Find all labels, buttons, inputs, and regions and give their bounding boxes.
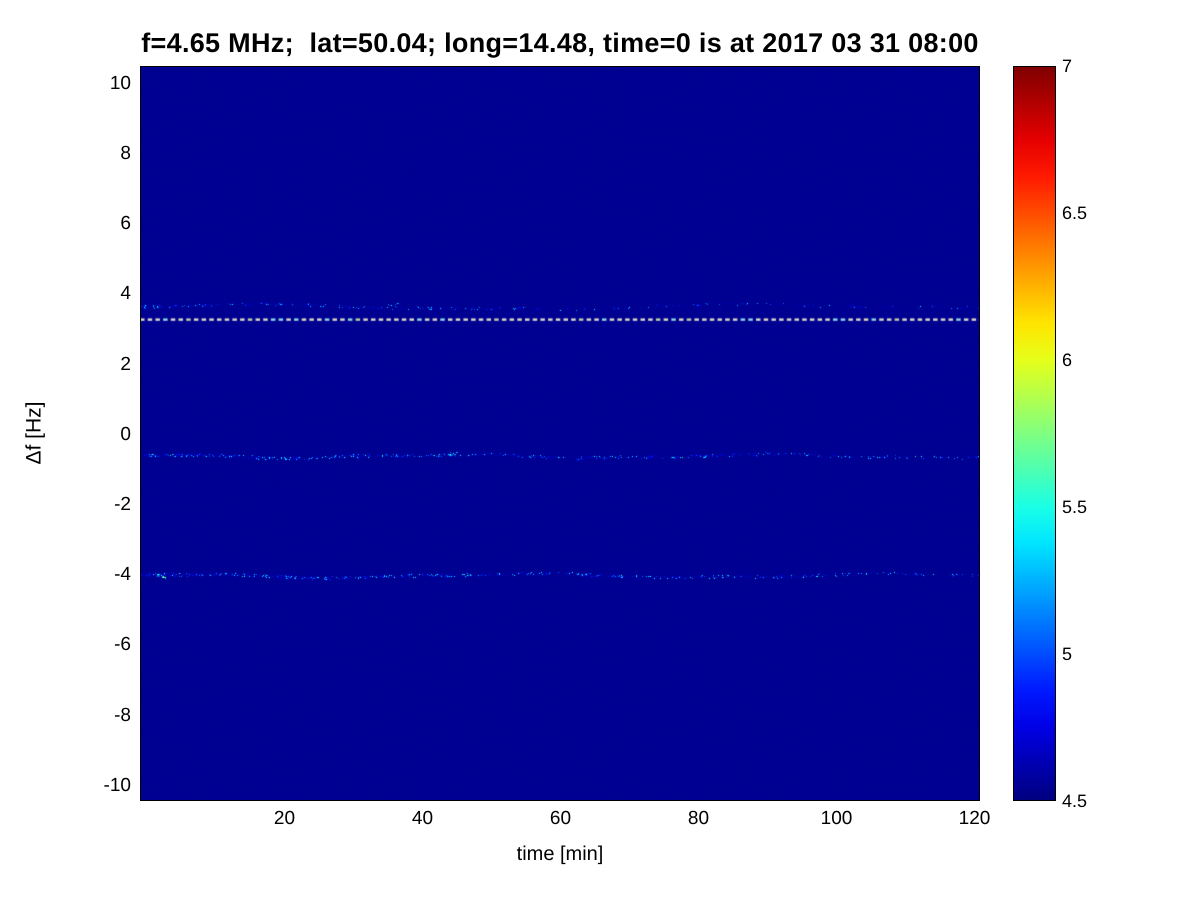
svg-text:Δf [Hz]: Δf [Hz] [23,401,46,464]
